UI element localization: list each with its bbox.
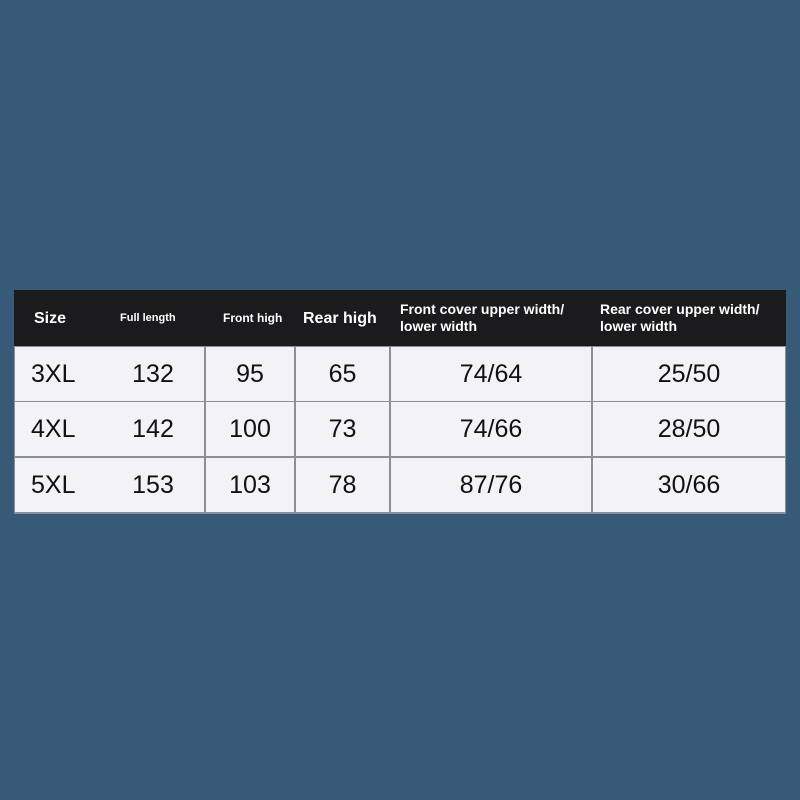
- table-cell: 103: [206, 458, 294, 512]
- table-cell: 4XL: [15, 402, 103, 456]
- table-cell: 74/64: [391, 347, 591, 401]
- table-cell: 73: [296, 402, 389, 456]
- table-cell: 3XL: [15, 347, 103, 401]
- table-cell: 5XL: [15, 458, 103, 512]
- table-cell: 95: [206, 347, 294, 401]
- table-cell: 132: [102, 347, 204, 401]
- table-cell: 25/50: [593, 347, 785, 401]
- table-cell: 28/50: [593, 402, 785, 456]
- table-cell: 100: [206, 402, 294, 456]
- table-cell: 74/66: [391, 402, 591, 456]
- table-cell: 78: [296, 458, 389, 512]
- table-cell: 142: [102, 402, 204, 456]
- size-table: Size Full length Front high Rear high Front …: [14, 290, 786, 514]
- table-cell: 153: [102, 458, 204, 512]
- header-cell: Front high: [205, 290, 295, 346]
- header-cell: Rear cover upper width/ lower width: [592, 290, 786, 346]
- table-cell: 87/76: [391, 458, 591, 512]
- table-cell: 30/66: [593, 458, 785, 512]
- header-cell: Size: [14, 290, 102, 346]
- table-cell: 65: [296, 347, 389, 401]
- header-cell: Full length: [102, 290, 205, 346]
- header-cell: Front cover upper width/ lower width: [390, 290, 592, 346]
- header-cell: Rear high: [295, 290, 390, 346]
